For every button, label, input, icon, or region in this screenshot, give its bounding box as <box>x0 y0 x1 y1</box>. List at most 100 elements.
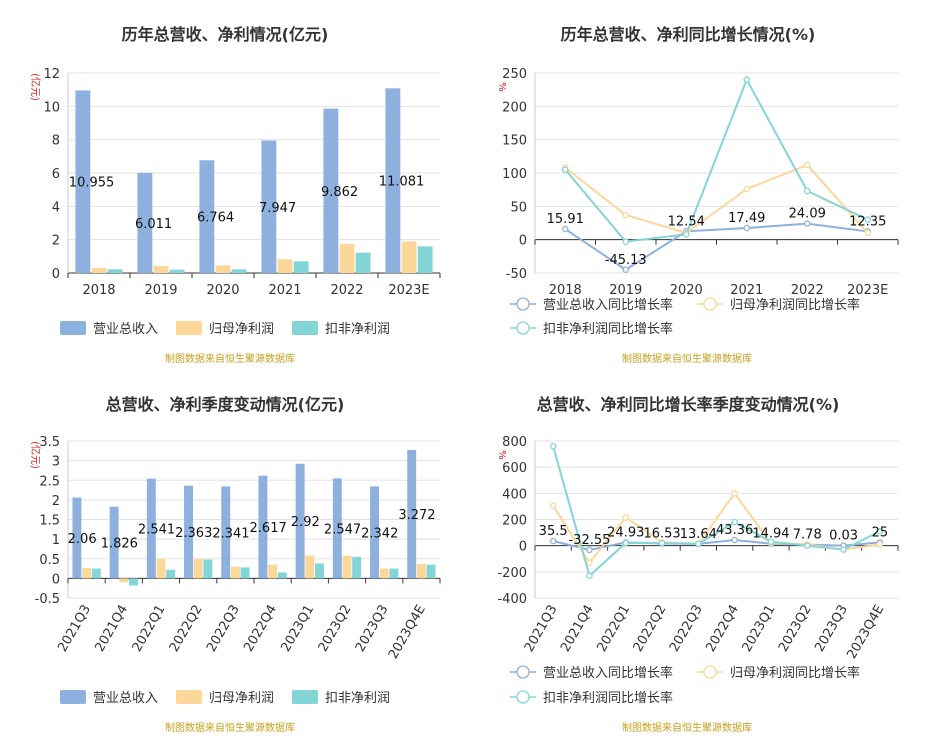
data-label: 2.541 <box>138 523 175 538</box>
legend-label: 归母净利润 <box>209 691 274 706</box>
bar-1 <box>75 90 91 274</box>
x-tick-label: 2021Q3 <box>522 603 561 655</box>
series-point-3 <box>767 538 775 545</box>
y-tick-label: 3.5 <box>39 435 60 450</box>
bar-1 <box>258 475 268 579</box>
series-point-3 <box>622 539 630 547</box>
series-point-2 <box>743 185 751 193</box>
y-axis-label: % <box>496 450 507 460</box>
bar-2 <box>82 567 92 579</box>
series-point-3 <box>876 528 884 535</box>
series-point-3 <box>743 76 751 83</box>
bar-2 <box>277 259 293 273</box>
data-label: 7.947 <box>259 201 296 216</box>
series-point-3 <box>658 539 666 547</box>
x-tick-label: 2023Q2 <box>316 603 355 655</box>
bar-3 <box>91 568 101 579</box>
bar-2 <box>91 268 107 273</box>
chart-panel-4: 总营收、净利同比增长率季度变动情况(%)% -400 -200 0 200 400 600 8… <box>496 395 899 734</box>
y-tick-label: 0 <box>519 234 527 249</box>
series-point-2 <box>622 514 630 521</box>
bar-2 <box>379 568 389 579</box>
y-tick-label: -400 <box>497 592 527 607</box>
y-tick-label: 800 <box>502 435 527 450</box>
series-point-2 <box>804 161 811 169</box>
data-label: 3.272 <box>398 508 435 523</box>
y-tick-label: 400 <box>502 487 527 502</box>
y-tick-label: 600 <box>502 461 527 476</box>
series-point-1 <box>731 536 738 544</box>
legend-label: 归母净利润同比增长率 <box>730 665 860 681</box>
series-point-1 <box>549 537 557 545</box>
series-point-3 <box>731 518 738 526</box>
chart-panel-2: 历年总营收、净利同比增长情况(%)% -50 0 50 100 150 200 250 2018… <box>496 25 899 365</box>
data-label: 2.363 <box>175 526 212 541</box>
series-point-1 <box>804 220 811 227</box>
bar-3 <box>352 556 362 579</box>
y-tick-label: -0.5 <box>35 592 60 607</box>
data-label: 9.862 <box>321 185 358 200</box>
legend-label: 营业总收入同比增长率 <box>543 665 673 681</box>
series-point-3 <box>804 187 811 195</box>
data-label: 10.955 <box>69 176 115 191</box>
series-line-3 <box>564 77 869 243</box>
bar-1 <box>323 108 339 273</box>
series-point-3 <box>586 572 593 580</box>
bar-2 <box>342 555 352 579</box>
x-tick-label: 2023E <box>847 283 888 298</box>
series-point-3 <box>622 238 630 245</box>
data-label: 7.78 <box>793 528 822 543</box>
data-label: 2.617 <box>250 521 287 536</box>
y-tick-label: 3 <box>52 455 60 470</box>
bar-2 <box>401 241 417 273</box>
source-note: 制图数据来自恒生聚源数据库 <box>622 721 752 734</box>
bar-3 <box>231 269 247 273</box>
x-tick-label: 2022 <box>791 283 824 298</box>
x-tick-label: 2021Q4 <box>558 603 597 655</box>
data-label: 24.09 <box>789 207 826 222</box>
y-tick-label: 200 <box>502 100 527 115</box>
bar-2 <box>119 578 129 583</box>
data-label: 17.49 <box>728 211 765 226</box>
x-tick-label: 2019 <box>609 283 642 298</box>
y-tick-label: 6 <box>52 167 60 182</box>
bar-1 <box>407 449 417 579</box>
bar-2 <box>416 563 426 579</box>
x-tick-label: 2022 <box>330 283 363 298</box>
y-axis-label: % <box>496 82 507 92</box>
x-tick-label: 2023Q1 <box>278 603 317 655</box>
y-tick-label: -200 <box>497 566 527 581</box>
legend-swatch-marker <box>703 665 717 679</box>
legend-label: 营业总收入 <box>93 322 158 337</box>
y-tick-label: 8 <box>52 134 60 149</box>
legend-label: 营业总收入 <box>93 691 158 706</box>
series-point-3 <box>864 216 872 223</box>
data-label: 11.081 <box>379 175 425 190</box>
legend-swatch-marker <box>516 690 530 704</box>
x-tick-label: 2021 <box>268 283 301 298</box>
x-tick-label: 2023Q1 <box>740 603 779 655</box>
series-point-2 <box>549 502 557 510</box>
data-label: 2.342 <box>361 526 398 541</box>
bar-3 <box>169 269 185 273</box>
bar-1 <box>332 478 342 579</box>
series-line-1 <box>564 222 868 271</box>
series-point-1 <box>743 224 751 232</box>
series-point-2 <box>876 541 884 548</box>
x-tick-label: 2023Q4E <box>844 603 887 662</box>
x-tick-label: 2020 <box>206 283 239 298</box>
legend-swatch-marker <box>516 665 530 679</box>
bar-3 <box>107 269 123 273</box>
bar-1 <box>221 486 231 579</box>
series-line-1 <box>552 538 880 551</box>
data-label: 25 <box>872 525 889 540</box>
data-label: 2.341 <box>212 526 249 541</box>
series-point-3 <box>562 166 569 173</box>
y-tick-label: 10 <box>43 100 60 115</box>
bar-2 <box>339 243 355 273</box>
data-label: 35.5 <box>539 524 568 539</box>
series-point-3 <box>549 442 557 450</box>
y-tick-label: 100 <box>502 167 527 182</box>
bar-1 <box>199 160 215 273</box>
x-tick-label: 2022Q2 <box>631 603 670 655</box>
